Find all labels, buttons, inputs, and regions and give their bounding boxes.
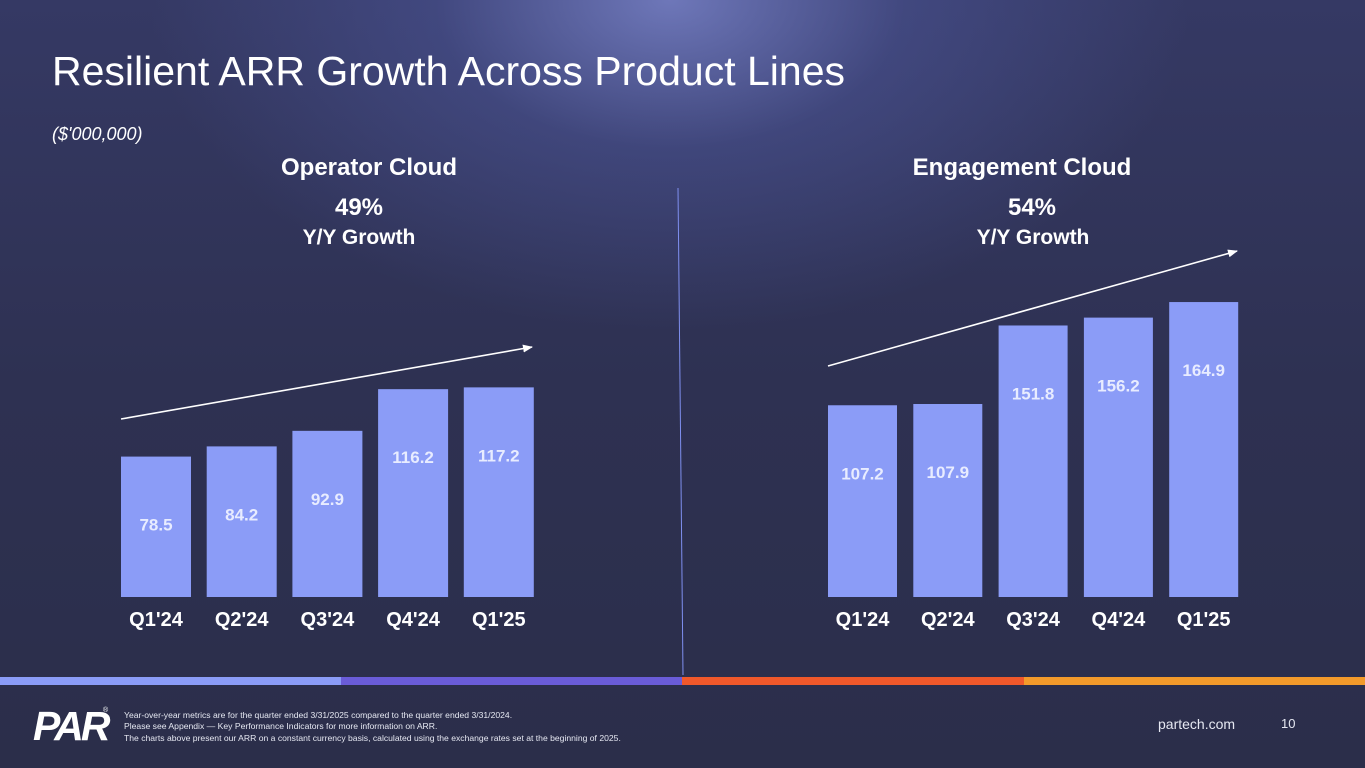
engagement-category-label: Q4'24 [1092,609,1147,631]
operator-bar-value-label: 117.2 [478,446,520,465]
engagement-category-label: Q1'25 [1177,609,1231,631]
engagement-bar [1083,317,1153,597]
engagement-category-label: Q1'24 [836,609,891,631]
par-logo: PAR [33,703,111,749]
stripe-segment-2 [341,677,682,685]
engagement-category-label: Q2'24 [921,609,976,631]
panel-divider [677,187,684,676]
operator-bar [378,389,449,597]
slide-title: Resilient ARR Growth Across Product Line… [52,48,845,94]
operator-bar-value-label: 92.9 [311,490,344,509]
engagement-bar [1169,302,1239,597]
footnote-line: Please see Appendix — Key Performance In… [124,721,438,732]
engagement-bar-value-label: 164.9 [1182,361,1225,380]
engagement-cloud-growth-label: Y/Y Growth [976,226,1090,249]
engagement-cloud-title: Engagement Cloud [912,154,1132,181]
operator-cloud-growth-label: Y/Y Growth [302,226,416,249]
engagement-trend-arrow-icon [827,249,1238,367]
footnotes: Year-over-year metrics are for the quart… [124,710,621,744]
units-label: ($'000,000) [52,124,143,144]
engagement-bar-value-label: 151.8 [1012,384,1055,403]
operator-cloud-title: Operator Cloud [280,154,457,181]
operator-bar [121,456,191,597]
engagement-bar [828,405,897,597]
engagement-category-label: Q3'24 [1006,609,1061,631]
engagement-cloud-growth-pct: 54% [1007,194,1057,221]
registered-mark-icon: ® [103,707,109,714]
operator-cloud-growth-pct: 49% [334,194,384,221]
website-link[interactable]: partech.com [1158,716,1236,732]
engagement-bar [913,404,983,597]
stripe-segment-1 [0,677,341,685]
operator-category-label: Q3'24 [301,609,356,631]
footnote-line: The charts above present our ARR on a co… [124,732,621,743]
operator-category-label: Q1'25 [472,609,526,631]
engagement-bar-value-label: 156.2 [1097,377,1140,396]
operator-category-label: Q2'24 [215,609,270,631]
operator-bar-value-label: 78.5 [139,516,172,535]
engagement-bar-value-label: 107.2 [841,464,884,483]
stripe-segment-3 [682,677,1024,685]
operator-bar [292,430,363,597]
operator-bar-value-label: 84.2 [225,505,258,524]
engagement-bar-value-label: 107.9 [927,463,970,482]
operator-bar [463,387,534,597]
operator-bar [206,446,277,597]
operator-category-label: Q4'24 [386,609,441,631]
operator-bar-value-label: 116.2 [392,448,434,467]
footnote-line: Year-over-year metrics are for the quart… [124,710,513,720]
operator-trend-arrow-icon [120,344,533,420]
operator-category-label: Q1'24 [129,609,184,631]
page-number: 10 [1281,716,1296,731]
stripe-segment-4 [1024,677,1365,685]
engagement-bar [998,325,1068,597]
